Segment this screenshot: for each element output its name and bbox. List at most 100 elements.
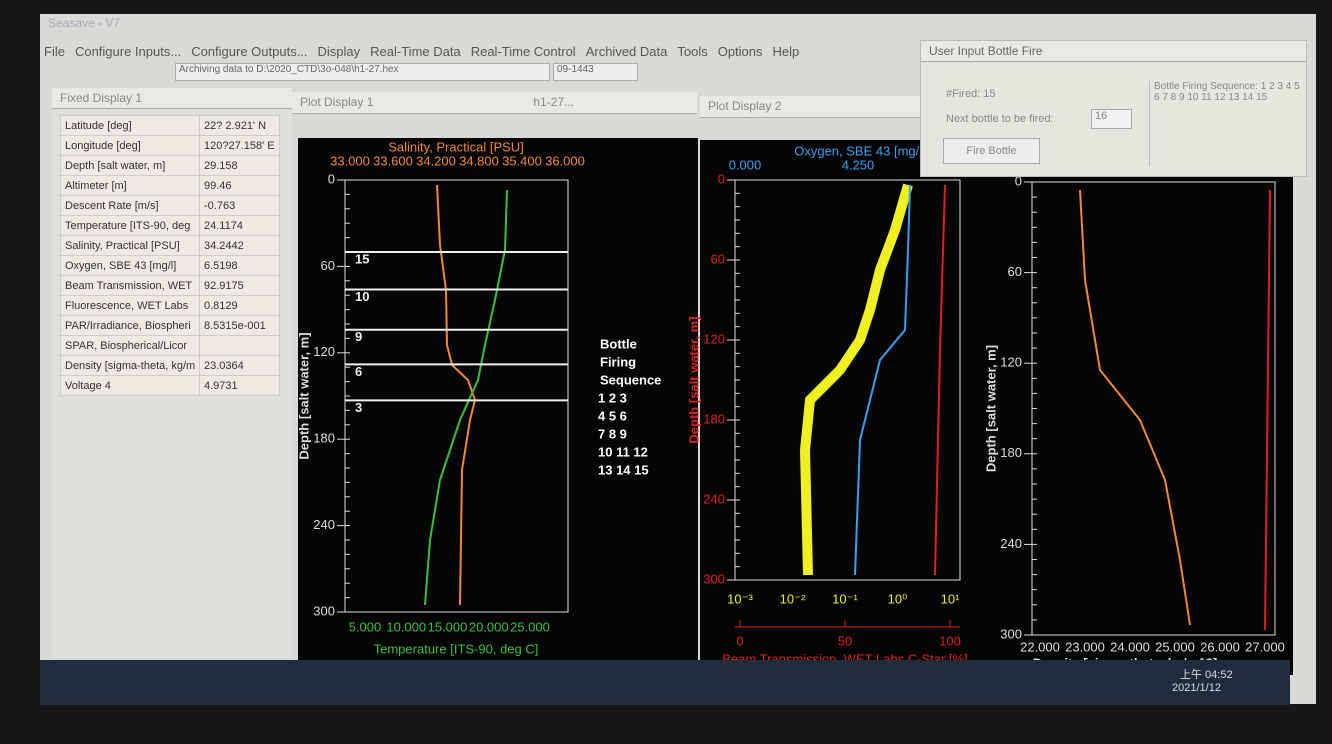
param-label: Voltage 4 xyxy=(60,375,200,396)
menu-item[interactable]: Options xyxy=(717,43,763,59)
x-tick-label: 10.000 xyxy=(386,619,426,634)
table-row: Temperature [ITS-90, deg 24.1174 xyxy=(60,215,280,236)
top-tick-label: 0.000 xyxy=(729,157,762,172)
menu-item[interactable]: File xyxy=(44,43,65,59)
dialog-title: User Input Bottle Fire xyxy=(921,41,1306,62)
x-tick-label: 25.000 xyxy=(510,619,550,634)
y-tick-label: 60 xyxy=(711,251,725,266)
y-axis-label: Depth [salt water, m] xyxy=(296,332,311,459)
x-tick-label: 50 xyxy=(838,633,852,648)
y-tick-label: 240 xyxy=(1000,536,1022,551)
y-tick-label: 120 xyxy=(313,344,335,359)
temperature-trace xyxy=(424,189,508,606)
x-tick-label: 27.000 xyxy=(1245,639,1285,654)
param-label: Depth [salt water, m] xyxy=(60,155,200,176)
oxygen-trace xyxy=(854,184,911,576)
table-row: Descent Rate [m/s] -0.763 xyxy=(60,195,280,216)
menu-item[interactable]: Tools xyxy=(677,43,708,59)
x-tick-label: 22.000 xyxy=(1020,639,1060,654)
param-value: 99.46 xyxy=(199,175,280,196)
plot2-bg xyxy=(700,140,968,665)
bottle-fire-dialog: User Input Bottle Fire #Fired: 15 Next b… xyxy=(920,40,1307,177)
plot3-bg xyxy=(968,170,1293,675)
legend-line: 1 2 3 xyxy=(598,390,627,405)
bottle-label: 9 xyxy=(355,329,362,344)
table-row: PAR/Irradiance, Biospheri 8.5315e-001 xyxy=(60,315,280,336)
x-tick-label: 10⁻² xyxy=(780,591,806,606)
param-value: 4.9731 xyxy=(199,375,280,396)
x-tick-label: 33.000 xyxy=(330,153,370,168)
time-status: 09-1443 xyxy=(553,63,638,81)
taskbar: 上午 04:52 2021/1/12 xyxy=(40,660,1290,705)
x-tick-label: 10⁻¹ xyxy=(832,591,858,606)
window-subtitle: h1-27... xyxy=(533,95,575,109)
x-tick-label: 10⁰ xyxy=(888,591,908,606)
plot1-bg xyxy=(298,138,698,660)
x-tick-label: 24.000 xyxy=(1110,639,1150,654)
fired-count: #Fired: 15 xyxy=(946,88,996,100)
param-label: Altimeter [m] xyxy=(60,175,200,196)
legend-line: Bottle xyxy=(600,336,637,351)
x-tick-label: 34.200 xyxy=(416,153,456,168)
y-tick-label: 240 xyxy=(703,491,725,506)
x-tick-label: 26.000 xyxy=(1200,639,1240,654)
menu-item[interactable]: Real-Time Control xyxy=(470,43,576,59)
param-value: 29.158 xyxy=(199,155,280,176)
legend-line: Firing xyxy=(600,354,636,369)
table-row: Voltage 4 4.9731 xyxy=(60,375,280,396)
y-tick-label: 0 xyxy=(1015,173,1022,188)
menu-item[interactable]: Real-Time Data xyxy=(370,43,461,59)
next-bottle-input[interactable]: 16 xyxy=(1091,109,1132,129)
top-axis-label: Salinity, Practical [PSU] xyxy=(388,139,524,154)
fixed-table: Latitude [deg] 22? 2.921' N Longitude [deg… xyxy=(60,115,280,396)
menu-item[interactable]: Configure Inputs... xyxy=(74,43,182,59)
y-tick-label: 60 xyxy=(321,258,335,273)
table-row: SPAR, Biospherical/Licor xyxy=(60,335,280,356)
legend-line: 4 5 6 xyxy=(598,408,627,423)
top-tick-label: 4.250 xyxy=(842,157,875,172)
y-tick-label: 0 xyxy=(328,171,335,186)
x-tick-label: 23.000 xyxy=(1065,639,1105,654)
param-label: Oxygen, SBE 43 [mg/l] xyxy=(60,255,200,276)
clock-time: 上午 04:52 xyxy=(1180,669,1233,681)
y-tick-label: 120 xyxy=(703,331,725,346)
param-value: 24.1174 xyxy=(199,215,280,236)
x-tick-label: 10¹ xyxy=(941,591,960,606)
legend-line: 7 8 9 xyxy=(598,426,627,441)
bottle-label: 6 xyxy=(355,364,362,379)
x-tick-label: 25.000 xyxy=(1155,639,1195,654)
transmission-log-trace xyxy=(799,183,913,576)
menu-item[interactable]: Archived Data xyxy=(585,43,668,59)
param-value: 23.0364 xyxy=(199,355,280,376)
legend-line: 10 11 12 xyxy=(598,444,648,459)
next-label: Next bottle to be fired: xyxy=(946,113,1054,125)
y-tick-label: 180 xyxy=(1000,445,1022,460)
y-tick-label: 180 xyxy=(313,431,335,446)
y-tick-label: 0 xyxy=(718,171,725,186)
menu-item[interactable]: Display xyxy=(317,43,361,59)
menu-item[interactable]: Help xyxy=(772,43,800,59)
x-tick-label: 20.000 xyxy=(469,619,509,634)
y-tick-label: 120 xyxy=(1000,355,1022,370)
plot1-titlebar: Plot Display 1 h1-27... xyxy=(292,92,697,114)
density-red-trace xyxy=(1264,189,1271,631)
param-label: Latitude [deg] xyxy=(60,115,200,136)
window-title: Fixed Display 1 xyxy=(52,88,292,109)
y-tick-label: 60 xyxy=(1008,264,1022,279)
top-axis-label: Oxygen, SBE 43 [mg/l] xyxy=(794,143,926,158)
table-row: Oxygen, SBE 43 [mg/l] 6.5198 xyxy=(60,255,280,276)
y-tick-label: 300 xyxy=(1000,626,1022,641)
param-value xyxy=(199,335,280,356)
legend-line: 13 14 15 xyxy=(598,462,649,477)
menu-item[interactable]: Configure Outputs... xyxy=(191,43,308,59)
x-tick-label: 0 xyxy=(736,633,743,648)
bottle-label: 10 xyxy=(355,289,369,304)
menu-bar: File Configure Inputs... Configure Outputs… xyxy=(40,40,924,62)
param-value: 0.8129 xyxy=(199,295,280,316)
fixed-display: Fixed Display 1 Latitude [deg] 22? 2.921'… xyxy=(52,88,292,658)
y-tick-label: 180 xyxy=(703,411,725,426)
fire-button[interactable]: Fire Bottle xyxy=(943,138,1040,164)
clock-date: 2021/1/12 xyxy=(1172,682,1221,694)
